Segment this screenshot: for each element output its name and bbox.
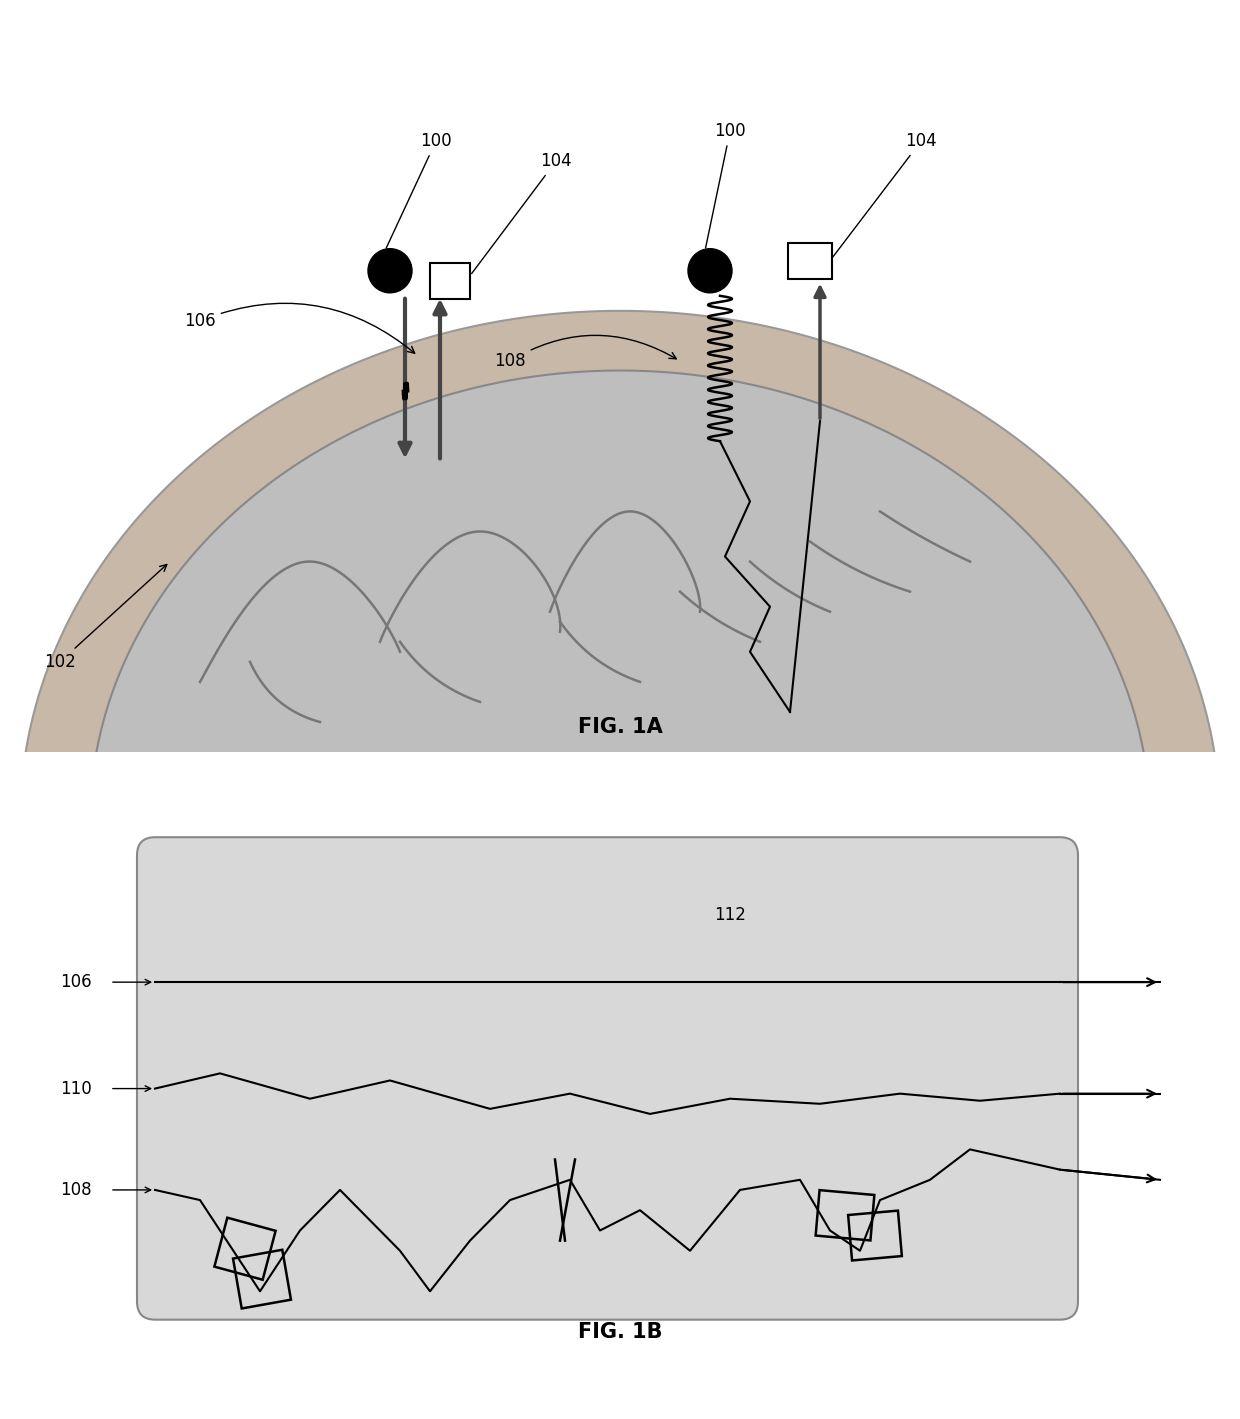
Text: 110: 110 [60,1080,92,1097]
Text: 102: 102 [45,565,167,671]
Text: 106: 106 [60,973,92,990]
Polygon shape [20,311,1220,822]
Text: 104: 104 [471,152,572,274]
Text: 108: 108 [60,1181,92,1199]
Polygon shape [91,370,1149,822]
Text: 112: 112 [714,907,746,924]
Text: 100: 100 [706,122,745,248]
FancyBboxPatch shape [136,837,1078,1320]
Circle shape [368,248,412,292]
Text: 106: 106 [185,304,414,353]
Text: 100: 100 [386,132,451,248]
Text: FIG. 1A: FIG. 1A [578,717,662,736]
Text: FIG. 1B: FIG. 1B [578,1323,662,1342]
FancyBboxPatch shape [787,243,832,278]
FancyBboxPatch shape [430,263,470,299]
Circle shape [688,248,732,292]
Text: 108: 108 [495,335,676,370]
Text: 104: 104 [832,132,936,258]
